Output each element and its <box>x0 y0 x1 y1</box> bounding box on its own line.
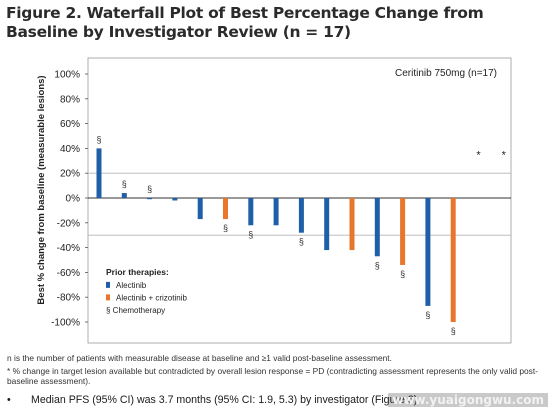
legend-title: Prior therapies: <box>106 267 169 277</box>
y-tick-label: -80% <box>57 293 80 304</box>
plot-frame <box>87 57 512 344</box>
bars <box>96 148 456 322</box>
chemo-marker: § <box>147 184 152 194</box>
y-tick-label: 0% <box>66 194 81 205</box>
footnote-star: * % change in target lesion available bu… <box>7 365 538 387</box>
footnote-n: n is the number of patients with measura… <box>7 353 392 363</box>
legend-label: Alectinib <box>116 281 147 290</box>
legend-label: Alectinib + crizotinib <box>116 293 187 302</box>
footnotes: n is the number of patients with measura… <box>7 353 555 389</box>
bar <box>172 198 178 201</box>
bar <box>425 198 431 306</box>
chart-annotation: Ceritinib 750mg (n=17) <box>395 68 497 79</box>
bar-markers: § § § § § § § § § § * * <box>96 134 506 336</box>
y-axis-label: Best % change from baseline (measurable … <box>36 75 47 304</box>
pfs-text: Median PFS (95% CI) was 3.7 months (95% … <box>31 394 421 406</box>
chemo-marker: § <box>375 260 380 270</box>
reference-lines <box>88 172 511 236</box>
y-tick-label: 80% <box>60 94 80 105</box>
star-marker: * <box>476 149 481 161</box>
bar <box>147 198 153 200</box>
bar <box>96 148 102 198</box>
bar <box>349 198 355 251</box>
y-tick-label: 20% <box>60 169 80 180</box>
y-tick-label: -100% <box>51 318 80 329</box>
chemo-marker: § <box>223 223 228 233</box>
chemo-marker: § <box>425 310 430 320</box>
figure-title: Figure 2. Waterfall Plot of Best Percent… <box>6 4 484 41</box>
legend-label: § Chemotherapy <box>106 306 165 315</box>
bar <box>324 198 330 251</box>
bar <box>450 198 456 322</box>
legend: Prior therapies: Alectinib Alectinib + cri… <box>106 267 187 315</box>
bar <box>374 198 380 257</box>
y-tick-label: 40% <box>60 144 80 155</box>
y-tick-label: 60% <box>60 119 80 130</box>
star-marker: * <box>502 149 507 161</box>
chemo-marker: § <box>248 229 253 239</box>
chemo-marker: § <box>96 134 101 144</box>
chemo-marker: § <box>451 326 456 336</box>
y-tick-label: -60% <box>57 268 80 279</box>
watermark: www.yuaigongwu.com <box>388 393 548 407</box>
y-tick-label: -40% <box>57 243 80 254</box>
bar <box>197 198 203 220</box>
chemo-marker: § <box>299 237 304 247</box>
bar <box>223 198 228 220</box>
bar <box>121 193 127 198</box>
y-ticks: 100% 80% 60% 40% 20% 0% -20% -40% -60% -80% -100% <box>51 70 88 329</box>
bar <box>273 198 279 226</box>
bullet-marker: • <box>7 394 11 406</box>
chemo-marker: § <box>400 269 405 279</box>
waterfall-chart: 100% 80% 60% 40% 20% 0% -20% -40% -60% -80% -100% … <box>0 48 558 348</box>
bar <box>298 198 304 233</box>
y-tick-label: -20% <box>57 218 80 229</box>
y-tick-label: 100% <box>54 70 80 81</box>
legend-swatch <box>106 281 110 288</box>
chemo-marker: § <box>122 179 127 189</box>
bar <box>400 198 406 265</box>
chart-svg: 100%80%60%40%20%0%-20%-40%-60%-80%-100% … <box>36 57 512 344</box>
bar <box>248 198 254 226</box>
pfs-bullet: • Median PFS (95% CI) was 3.7 months (95%… <box>7 394 555 406</box>
legend-swatch <box>106 294 110 301</box>
